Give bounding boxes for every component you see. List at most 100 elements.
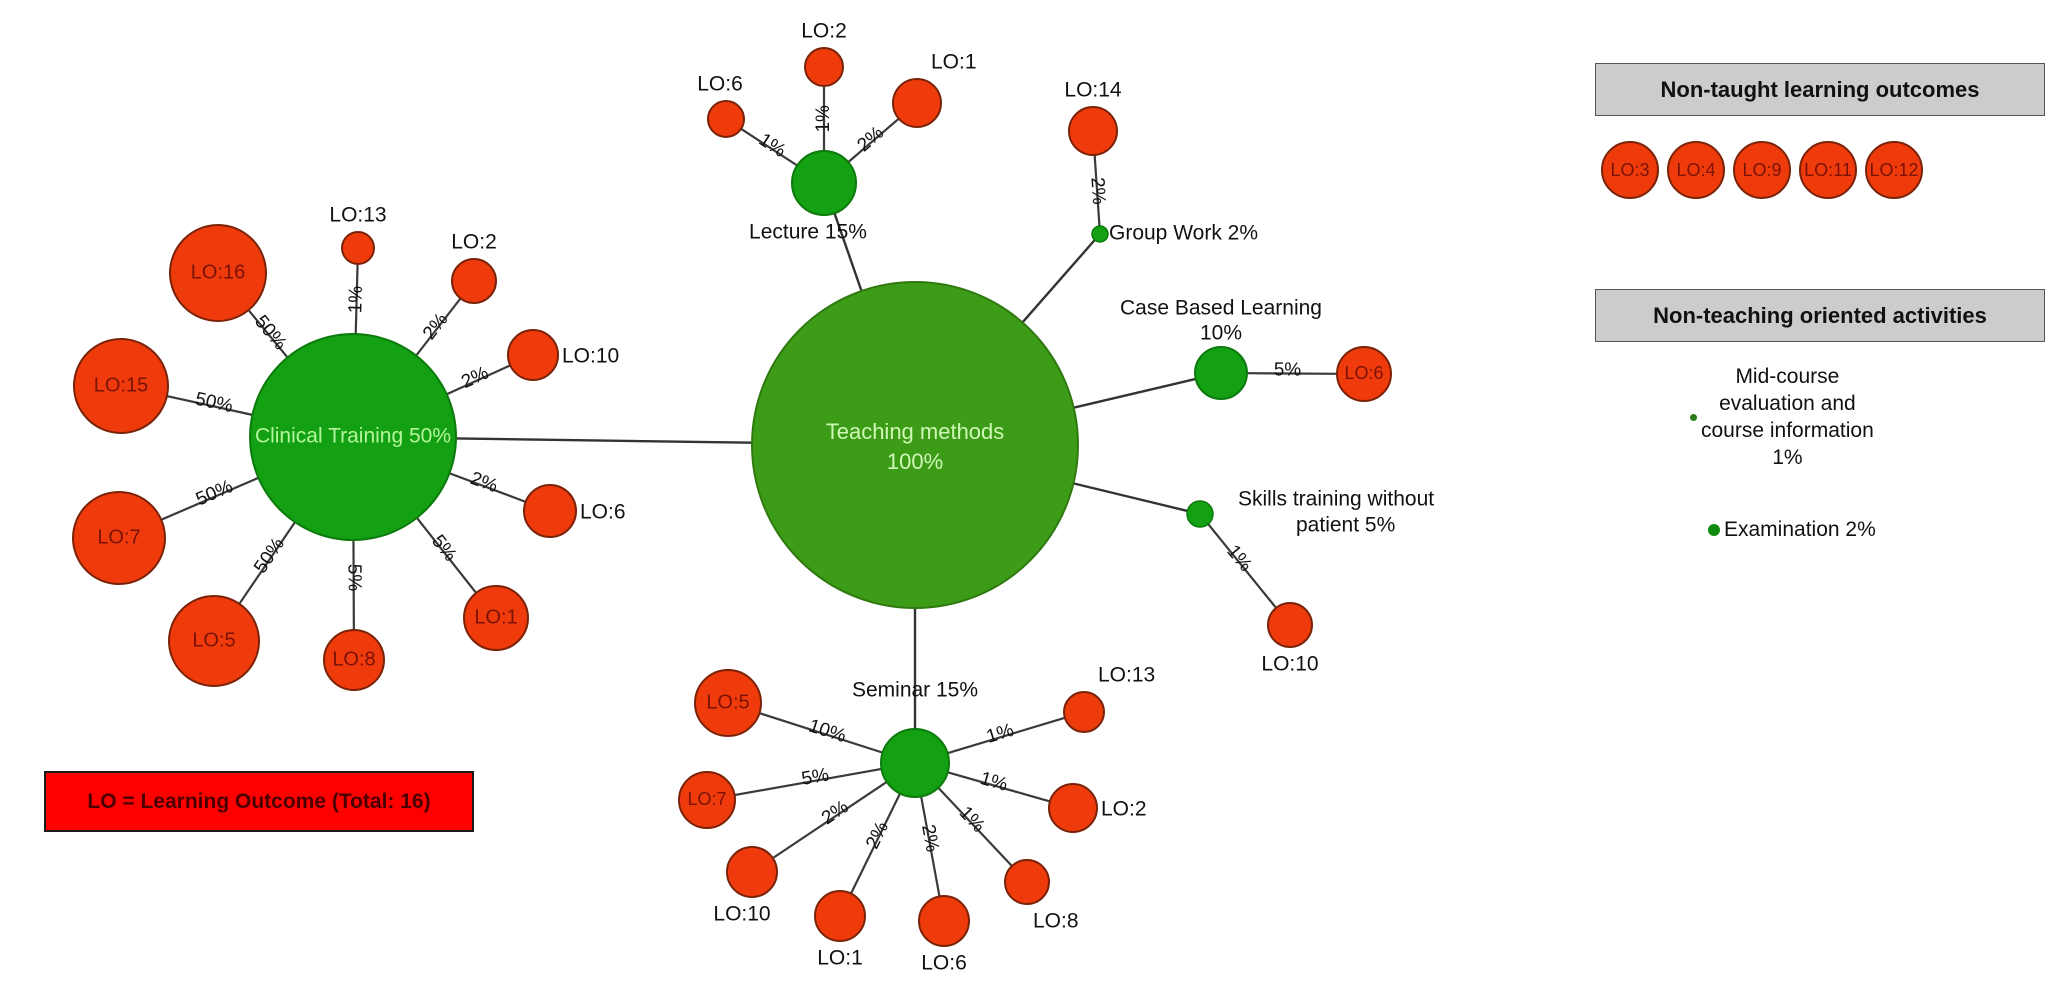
- edge-line: [833, 212, 863, 292]
- lo-node-label: LO:6: [921, 952, 967, 975]
- edge-line: [160, 476, 259, 521]
- hub-label-seminar: Seminar 15%: [852, 679, 978, 702]
- lo-node: [1004, 859, 1050, 905]
- center-node-value: 100%: [887, 449, 943, 474]
- edge-percent-label: 1%: [813, 105, 834, 133]
- hub-node-casebased: [1194, 346, 1248, 400]
- activity-line-2: evaluation and: [1719, 391, 1856, 415]
- lo-legend-text: LO = Learning Outcome (Total: 16): [87, 789, 431, 813]
- lo-node-label: LO:5: [192, 629, 235, 651]
- non-taught-outcome-circle: LO:3: [1601, 141, 1659, 199]
- edge-percent-label: 2%: [917, 823, 943, 854]
- edge-percent-label: 1%: [345, 285, 367, 313]
- non-taught-outcome-circle: LO:9: [1733, 141, 1791, 199]
- lo-node-label: LO:10: [713, 903, 770, 926]
- hub-label2-skills: patient 5%: [1296, 514, 1395, 537]
- edge-line: [166, 395, 253, 416]
- edge-line: [415, 297, 462, 357]
- lo-node: [707, 100, 745, 138]
- hub-node-lecture: [791, 150, 857, 216]
- lo-node-label: LO:2: [801, 20, 847, 43]
- edge-percent-label: 2%: [1086, 177, 1109, 206]
- edge-line: [1073, 482, 1188, 513]
- edge-line: [1093, 154, 1101, 227]
- activity-item-examination: Examination 2%: [1708, 518, 1876, 542]
- edge-line: [415, 517, 478, 594]
- edge-line: [449, 472, 527, 503]
- lo-node: [1048, 783, 1098, 833]
- lo-node: [507, 329, 559, 381]
- edge-percent-label: 2%: [467, 468, 500, 497]
- lo-node-label: LO:15: [94, 374, 148, 396]
- lo-node-label: LO:2: [1101, 798, 1147, 821]
- lo-node: [1068, 106, 1118, 156]
- center-node-label: Teaching methods: [826, 419, 1005, 444]
- lo-node: [523, 484, 577, 538]
- non-taught-outcome-list: LO:3 LO:4 LO:9 LO:11 LO:12: [1601, 141, 1923, 199]
- edge-line: [446, 364, 511, 396]
- lo-node-label: LO:1: [474, 606, 517, 628]
- edge-percent-label: 5%: [800, 764, 831, 790]
- edge-line: [740, 127, 798, 167]
- non-taught-outcome-circle: LO:12: [1865, 141, 1923, 199]
- edge-line: [850, 793, 902, 895]
- lo-node-label: LO:2: [451, 231, 497, 254]
- activity-label: Mid-course evaluation and course informa…: [1701, 364, 1874, 472]
- panel-non-teaching-header: Non-teaching oriented activities: [1595, 289, 2045, 342]
- edge-line: [247, 309, 289, 359]
- lo-node-label: LO:14: [1064, 79, 1122, 102]
- lo-node: [918, 895, 970, 947]
- lo-node: [726, 846, 778, 898]
- panel-non-taught-title: Non-taught learning outcomes: [1660, 76, 1980, 102]
- panel-non-teaching-title: Non-teaching oriented activities: [1653, 302, 1987, 328]
- edge-percent-label: 5%: [344, 564, 365, 592]
- hub-label2-casebased: 10%: [1200, 322, 1242, 345]
- lo-node-label: LO:10: [562, 345, 619, 368]
- lo-node: [1267, 602, 1313, 648]
- hub-label-groupwork: Group Work 2%: [1109, 222, 1258, 245]
- edge-line: [734, 767, 882, 797]
- activity-line-1: Mid-course: [1735, 365, 1840, 388]
- lo-node-label: LO:1: [817, 947, 863, 970]
- hub-node-groupwork: [1091, 225, 1109, 243]
- lo-node-label: LO:6: [697, 73, 743, 96]
- lo-node-label: LO:6: [1344, 363, 1383, 383]
- lo-node: [323, 629, 385, 691]
- edge-line: [238, 521, 296, 605]
- lo-node: [804, 47, 844, 87]
- activity-item-mid-course: Mid-course evaluation and course informa…: [1690, 364, 1990, 472]
- hub-node-clinical: [249, 333, 457, 541]
- edge-line: [455, 437, 753, 444]
- hub-label-casebased: Case Based Learning: [1120, 297, 1322, 320]
- hub-label-clinical: Clinical Training 50%: [255, 425, 451, 448]
- edge-line: [354, 263, 359, 335]
- lo-node: [814, 890, 866, 942]
- lo-node-label: LO:10: [1261, 653, 1318, 676]
- activity-label: Examination 2%: [1724, 518, 1876, 541]
- lo-node: [1063, 691, 1105, 733]
- activity-line-3: course information: [1701, 418, 1874, 442]
- edge-line: [1021, 239, 1096, 324]
- lo-node: [463, 585, 529, 651]
- lo-legend-box: LO = Learning Outcome (Total: 16): [44, 771, 474, 832]
- lo-node: [72, 491, 166, 585]
- lo-node-label: LO:1: [931, 51, 977, 74]
- edge-line: [947, 771, 1051, 803]
- edge-line: [1246, 372, 1338, 375]
- lo-node-label: LO:8: [1033, 910, 1079, 933]
- activity-dot-icon: [1690, 414, 1697, 422]
- edge-percent-label: 5%: [1274, 359, 1302, 380]
- lo-node: [1336, 346, 1392, 402]
- edge-line: [759, 712, 883, 754]
- edge-line: [947, 716, 1066, 755]
- node-layer: [72, 47, 1392, 947]
- edge-percent-label: 2%: [853, 122, 888, 156]
- lo-node: [694, 669, 762, 737]
- edge-line: [1073, 377, 1196, 409]
- edge-line: [920, 796, 941, 897]
- edge-percent-label: 10%: [806, 716, 849, 748]
- hub-label-lecture: Lecture 15%: [749, 221, 867, 244]
- edge-percent-label: 1%: [984, 720, 1016, 748]
- edge-percent-label: 2%: [862, 818, 893, 852]
